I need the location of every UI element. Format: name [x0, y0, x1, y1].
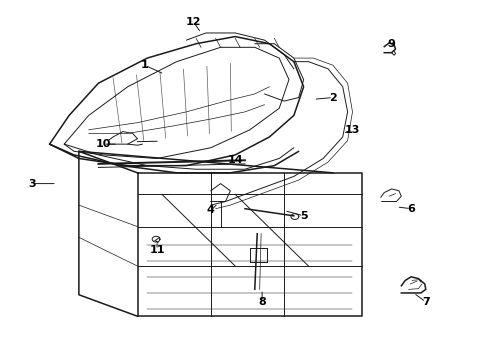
Text: 2: 2	[329, 93, 337, 103]
Text: 8: 8	[258, 297, 266, 307]
Text: 9: 9	[388, 39, 395, 49]
Text: 10: 10	[96, 139, 111, 149]
Text: 14: 14	[227, 155, 243, 165]
Text: 12: 12	[186, 17, 201, 27]
Text: 3: 3	[28, 179, 36, 189]
Text: 6: 6	[407, 204, 415, 214]
Text: 5: 5	[300, 211, 307, 221]
Text: 13: 13	[345, 125, 360, 135]
Text: 1: 1	[141, 60, 148, 70]
Text: 11: 11	[149, 245, 165, 255]
Text: 7: 7	[422, 297, 430, 307]
Text: 4: 4	[207, 206, 215, 216]
